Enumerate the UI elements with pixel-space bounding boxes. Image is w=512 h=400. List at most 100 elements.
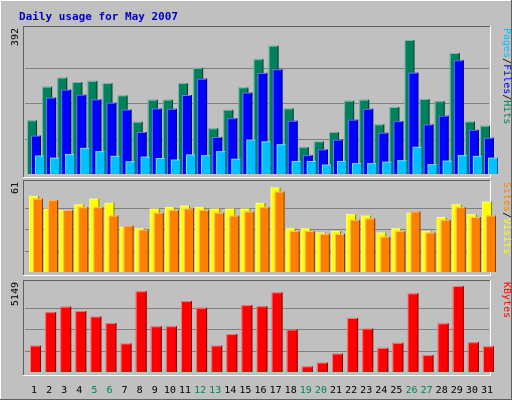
visits-sites-ymax-label: 61 bbox=[10, 182, 21, 194]
series-pages bbox=[35, 139, 498, 174]
legend-item-3: / bbox=[501, 94, 512, 100]
day-label-14: 14 bbox=[224, 385, 236, 396]
bar-sites-10 bbox=[168, 209, 179, 272]
bar-files-4 bbox=[76, 94, 87, 174]
legend-item-0: Sites bbox=[501, 182, 512, 212]
bar-pages-25 bbox=[397, 160, 408, 174]
bar-pages-3 bbox=[65, 154, 76, 174]
bar-pages-9 bbox=[155, 158, 166, 174]
day-label-11: 11 bbox=[179, 385, 191, 396]
bar-kbytes-29 bbox=[452, 286, 464, 372]
bar-files-14 bbox=[227, 118, 238, 174]
kbytes-panel: 5149 KBytes bbox=[10, 280, 512, 376]
bar-pages-1 bbox=[35, 155, 45, 174]
legend-item-2: Files bbox=[501, 64, 512, 94]
bar-pages-6 bbox=[110, 155, 121, 174]
bar-sites-15 bbox=[244, 211, 255, 272]
bar-kbytes-8 bbox=[135, 291, 147, 372]
bar-files-31 bbox=[484, 137, 494, 174]
bar-sites-21 bbox=[335, 233, 345, 272]
bar-files-15 bbox=[242, 92, 253, 174]
day-axis: 1 2 3 4 5 6 7 8 9 10 11 12 13 14 15 16 17 18 19 20 21 22 23 24 2… bbox=[31, 385, 493, 396]
bar-files-27 bbox=[423, 124, 434, 174]
day-label-28: 28 bbox=[436, 385, 448, 396]
bar-kbytes-22 bbox=[347, 317, 359, 372]
day-label-6: 6 bbox=[106, 385, 112, 396]
bar-kbytes-24 bbox=[377, 347, 389, 372]
bar-files-9 bbox=[151, 108, 162, 174]
bar-sites-14 bbox=[229, 215, 240, 272]
bar-kbytes-28 bbox=[437, 323, 449, 372]
day-label-31: 31 bbox=[481, 385, 493, 396]
bar-pages-26 bbox=[412, 146, 423, 174]
bar-files-8 bbox=[136, 131, 147, 174]
bar-sites-22 bbox=[350, 219, 361, 272]
bar-kbytes-16 bbox=[256, 306, 268, 372]
hits-files-pages-legend: Pages/Files/Hits bbox=[501, 28, 512, 124]
bar-sites-13 bbox=[214, 212, 225, 272]
day-label-8: 8 bbox=[137, 385, 143, 396]
day-label-1: 1 bbox=[31, 385, 37, 396]
day-label-22: 22 bbox=[345, 385, 357, 396]
bar-kbytes-9 bbox=[150, 326, 162, 372]
bar-pages-21 bbox=[337, 160, 347, 174]
bar-pages-22 bbox=[352, 163, 363, 174]
legend-item-0: KBytes bbox=[501, 282, 512, 318]
bar-kbytes-17 bbox=[271, 292, 283, 372]
bar-files-6 bbox=[106, 102, 117, 174]
bar-files-21 bbox=[333, 139, 343, 174]
bar-kbytes-4 bbox=[75, 311, 87, 372]
bar-pages-24 bbox=[382, 161, 393, 174]
bar-pages-28 bbox=[442, 160, 453, 174]
day-label-13: 13 bbox=[209, 385, 221, 396]
visits-sites-legend: Sites/Visits bbox=[501, 182, 512, 254]
bar-pages-31 bbox=[488, 157, 498, 174]
bar-sites-9 bbox=[153, 212, 164, 272]
bar-pages-16 bbox=[261, 141, 272, 174]
bar-files-18 bbox=[287, 120, 298, 174]
bar-pages-18 bbox=[291, 160, 302, 174]
bar-pages-19 bbox=[306, 160, 317, 174]
bar-sites-16 bbox=[259, 207, 270, 272]
day-label-4: 4 bbox=[76, 385, 82, 396]
day-label-16: 16 bbox=[254, 385, 266, 396]
bar-files-17 bbox=[272, 69, 283, 174]
bar-files-20 bbox=[317, 149, 328, 174]
bar-pages-12 bbox=[201, 155, 212, 174]
bar-sites-19 bbox=[304, 231, 315, 272]
bar-pages-13 bbox=[216, 151, 227, 174]
bar-pages-29 bbox=[457, 155, 468, 174]
legend-item-1: / bbox=[501, 212, 512, 218]
bar-files-1 bbox=[31, 135, 41, 174]
bar-pages-5 bbox=[95, 151, 106, 174]
day-label-17: 17 bbox=[270, 385, 282, 396]
day-label-10: 10 bbox=[164, 385, 176, 396]
bar-kbytes-20 bbox=[316, 362, 328, 372]
day-label-26: 26 bbox=[405, 385, 417, 396]
bar-pages-23 bbox=[367, 163, 378, 174]
day-label-15: 15 bbox=[239, 385, 251, 396]
bar-pages-15 bbox=[246, 139, 257, 174]
bar-files-22 bbox=[348, 119, 359, 174]
bar-sites-29 bbox=[455, 207, 466, 272]
bar-files-7 bbox=[121, 109, 132, 174]
bar-pages-4 bbox=[80, 147, 91, 174]
bar-kbytes-19 bbox=[301, 366, 313, 372]
bar-pages-11 bbox=[186, 154, 196, 174]
bar-pages-2 bbox=[50, 157, 61, 174]
bar-kbytes-11 bbox=[181, 301, 192, 372]
bar-kbytes-30 bbox=[467, 342, 479, 372]
bar-sites-18 bbox=[289, 231, 300, 272]
bar-pages-14 bbox=[231, 158, 242, 174]
legend-item-1: / bbox=[501, 58, 512, 64]
bar-sites-23 bbox=[365, 218, 376, 272]
bar-sites-25 bbox=[395, 231, 406, 272]
legend-item-0: Pages bbox=[501, 28, 512, 58]
bar-kbytes-14 bbox=[226, 334, 238, 372]
bar-pages-30 bbox=[472, 155, 483, 174]
bar-kbytes-15 bbox=[241, 305, 253, 372]
bar-kbytes-25 bbox=[392, 342, 404, 372]
bar-kbytes-18 bbox=[286, 329, 298, 372]
hits-files-pages-panel: 392 Pages/Files/Hits bbox=[10, 26, 512, 178]
